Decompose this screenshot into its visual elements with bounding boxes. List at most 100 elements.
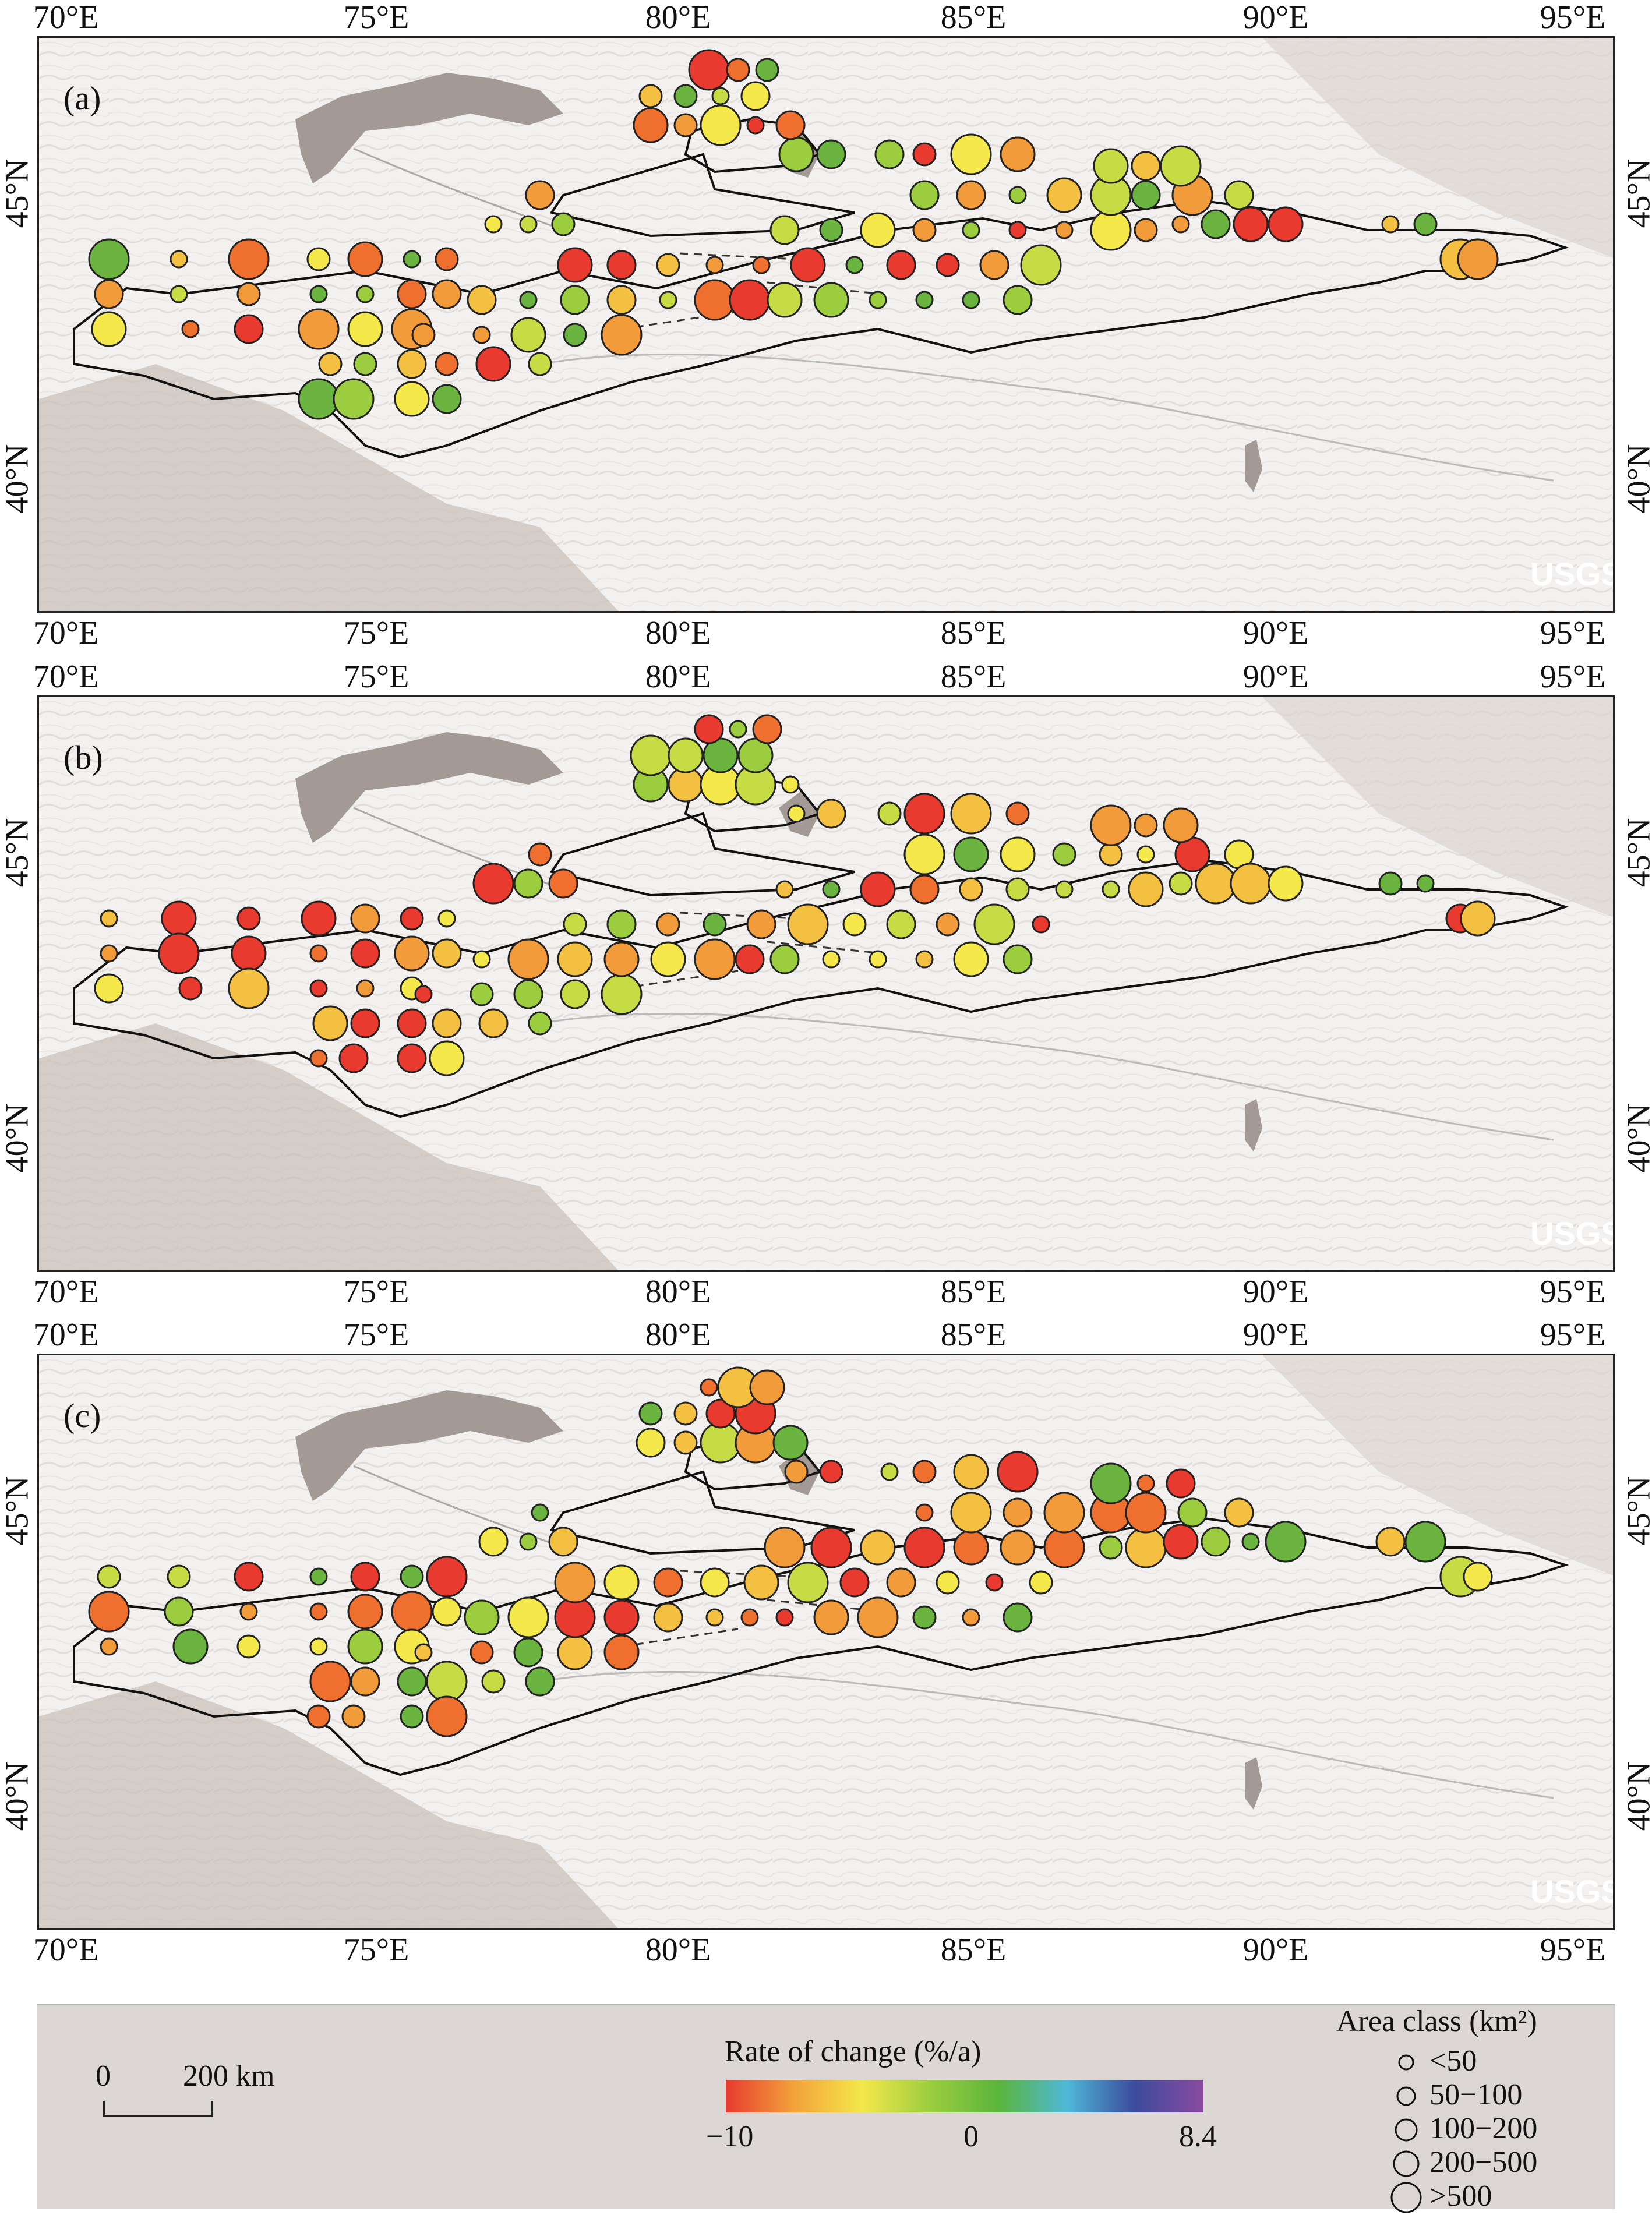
glacier-dot — [813, 1599, 849, 1635]
glacier-dot — [231, 935, 267, 972]
terrain-map: USGS — [39, 697, 1615, 1270]
glacier-dot — [1169, 871, 1193, 896]
glacier-dot — [936, 1570, 960, 1595]
glacier-dot — [1102, 880, 1120, 899]
glacier-dot — [1046, 177, 1082, 213]
lat-label-right: 40°N — [1621, 1103, 1652, 1173]
glacier-dot — [236, 906, 261, 931]
glacier-dot — [91, 311, 127, 347]
glacier-dot — [656, 912, 680, 937]
glacier-dot — [1177, 1497, 1208, 1528]
glacier-dot — [839, 1567, 870, 1598]
glacier-dot — [100, 944, 118, 963]
glacier-dot — [531, 1503, 549, 1522]
glacier-dot — [350, 938, 380, 969]
lon-label-bottom: 80°E — [645, 615, 711, 651]
glacier-dot — [551, 212, 576, 236]
glacier-dot — [787, 903, 829, 945]
glacier-dot — [161, 900, 197, 937]
glacier-dot — [953, 941, 989, 977]
glacier-dot — [700, 1422, 742, 1464]
glacier-dot — [350, 1562, 380, 1592]
glacier-dot — [1131, 151, 1161, 181]
glacier-dot — [764, 1527, 806, 1568]
glacier-dot — [94, 279, 124, 309]
glacier-dot — [394, 935, 430, 972]
glacier-dot — [630, 734, 672, 776]
glacier-dot — [819, 218, 843, 242]
glacier-dot — [1230, 863, 1272, 905]
glacier-dot — [962, 291, 980, 309]
glacier-dot — [912, 1605, 937, 1630]
glacier-dot — [97, 1564, 121, 1589]
lat-label-left: 45°N — [0, 1476, 36, 1546]
colorbar-gradient — [726, 2080, 1203, 2112]
glacier-dot — [1029, 1570, 1053, 1595]
watermark: USGS — [1530, 556, 1615, 592]
lon-label-top: 75°E — [343, 0, 410, 36]
glacier-dot — [170, 250, 188, 269]
glacier-dot — [560, 285, 590, 315]
glacier-dot — [525, 180, 555, 210]
glacier-dot — [481, 1669, 506, 1694]
glacier-dot — [470, 1640, 494, 1665]
glacier-dot — [356, 979, 375, 998]
glacier-dot — [915, 950, 934, 969]
glacier-dot — [810, 1527, 852, 1568]
area-class-symbol — [1395, 2118, 1418, 2142]
glacier-dot — [912, 142, 937, 167]
lon-label-top: 70°E — [33, 1317, 99, 1353]
glacier-dot — [886, 1567, 916, 1598]
glacier-dot — [554, 1562, 596, 1603]
glacier-dot — [606, 285, 637, 315]
glacier-dot — [1136, 845, 1155, 864]
glacier-dot — [1000, 836, 1036, 872]
glacier-dot — [435, 247, 459, 271]
glacier-dot — [694, 279, 736, 321]
glacier-dot — [306, 247, 331, 271]
glacier-dot — [437, 909, 456, 928]
glacier-dot — [729, 720, 747, 739]
glacier-dot — [400, 1704, 424, 1729]
glacier-dot — [1375, 1527, 1406, 1557]
map-frame-b: USGS (b) — [37, 695, 1615, 1272]
glacier-dot — [694, 938, 736, 980]
glacier-dot — [603, 1564, 640, 1601]
glacier-dot — [703, 912, 727, 937]
glacier-dot — [411, 323, 436, 347]
glacier-dot — [432, 938, 462, 969]
glacier-dot — [557, 941, 593, 977]
glacier-dot — [563, 323, 587, 347]
glacier-dot — [874, 139, 905, 169]
glacier-dot — [478, 1527, 509, 1557]
glacier-dot — [528, 842, 552, 867]
glacier-dot — [936, 912, 960, 937]
map-frame-c: USGS (c) — [37, 1354, 1615, 1930]
glacier-dots — [94, 714, 1496, 1076]
watermark: USGS — [1530, 1215, 1615, 1252]
glacier-dot — [1131, 180, 1161, 210]
glacier-dot — [973, 903, 1015, 945]
glacier-dot — [234, 314, 264, 344]
glacier-dot — [781, 775, 800, 794]
glacier-dot — [1093, 148, 1129, 184]
glacier-dot — [397, 1043, 427, 1073]
glacier-dot — [694, 714, 724, 744]
lon-label-top: 80°E — [645, 1317, 711, 1353]
glacier-dot — [749, 1369, 785, 1405]
lon-label-top: 70°E — [33, 659, 99, 695]
glacier-dot — [656, 253, 680, 277]
glacier-dot — [1134, 813, 1158, 838]
glacier-dot — [953, 836, 989, 872]
lon-label-top: 70°E — [33, 0, 99, 36]
glacier-dot — [985, 1573, 1004, 1592]
glacier-dot — [394, 381, 430, 417]
glacier-dot — [1378, 871, 1403, 896]
glacier-dot — [528, 352, 552, 376]
glacier-dot — [426, 1661, 468, 1702]
lon-label-bottom: 85°E — [940, 1932, 1007, 1968]
lon-label-bottom: 70°E — [33, 615, 99, 651]
lat-label-right: 45°N — [1621, 818, 1652, 888]
glacier-dot — [936, 253, 960, 277]
glacier-dot — [432, 384, 462, 414]
